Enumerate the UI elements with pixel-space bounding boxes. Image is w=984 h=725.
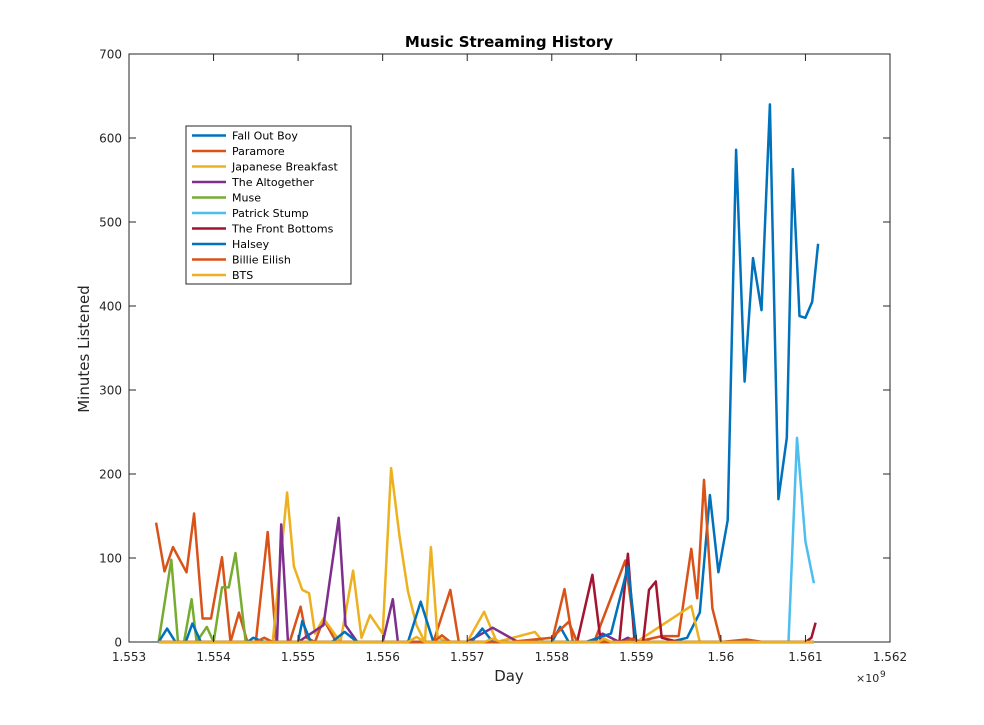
y-tick-label: 100 — [99, 552, 122, 566]
legend-label: Fall Out Boy — [232, 130, 298, 143]
y-tick-label: 300 — [99, 384, 122, 398]
legend-label: Patrick Stump — [232, 207, 309, 220]
x-exponent-power: 9 — [880, 670, 886, 680]
x-tick-label: 1.556 — [365, 650, 399, 664]
y-tick-label: 600 — [99, 132, 122, 146]
x-tick-label: 1.56 — [708, 650, 735, 664]
y-tick-label: 500 — [99, 216, 122, 230]
legend-label: The Altogether — [231, 176, 314, 189]
legend-label: Billie Eilish — [232, 254, 291, 267]
x-tick-label: 1.558 — [535, 650, 569, 664]
x-axis-label: Day — [494, 667, 524, 685]
y-tick-label: 200 — [99, 468, 122, 482]
x-exponent-base: ×10 — [856, 672, 879, 685]
x-tick-label: 1.555 — [281, 650, 315, 664]
y-tick-label: 0 — [114, 636, 122, 650]
axes: 1.553 1.554 1.555 1.556 1.557 1.558 1.559 1.56 1… — [99, 48, 907, 665]
x-tick-label: 1.561 — [788, 650, 822, 664]
legend-label: Muse — [232, 192, 261, 205]
chart-title: Music Streaming History — [405, 33, 613, 51]
x-tick-label: 1.562 — [873, 650, 907, 664]
x-tick-label: 1.554 — [196, 650, 230, 664]
x-tick-label: 1.559 — [619, 650, 653, 664]
legend-label: Japanese Breakfast — [231, 161, 338, 174]
y-tick-label: 700 — [99, 48, 122, 62]
legend-label: Halsey — [232, 238, 270, 251]
x-tick-label: 1.553 — [112, 650, 146, 664]
y-axis-label: Minutes Listened — [75, 285, 93, 413]
legend-label: The Front Bottoms — [231, 223, 334, 236]
y-tick-label: 400 — [99, 300, 122, 314]
legend-box — [185, 125, 352, 285]
series-line-2 — [158, 466, 814, 644]
x-tick-label: 1.557 — [450, 650, 484, 664]
series-line-9 — [158, 635, 814, 644]
legend-label: Paramore — [232, 145, 285, 158]
legend: Fall Out Boy Paramore Japanese Breakfast Th… — [185, 125, 352, 285]
legend-label: BTS — [232, 269, 253, 282]
x-exponent: ×10 9 — [856, 670, 886, 685]
